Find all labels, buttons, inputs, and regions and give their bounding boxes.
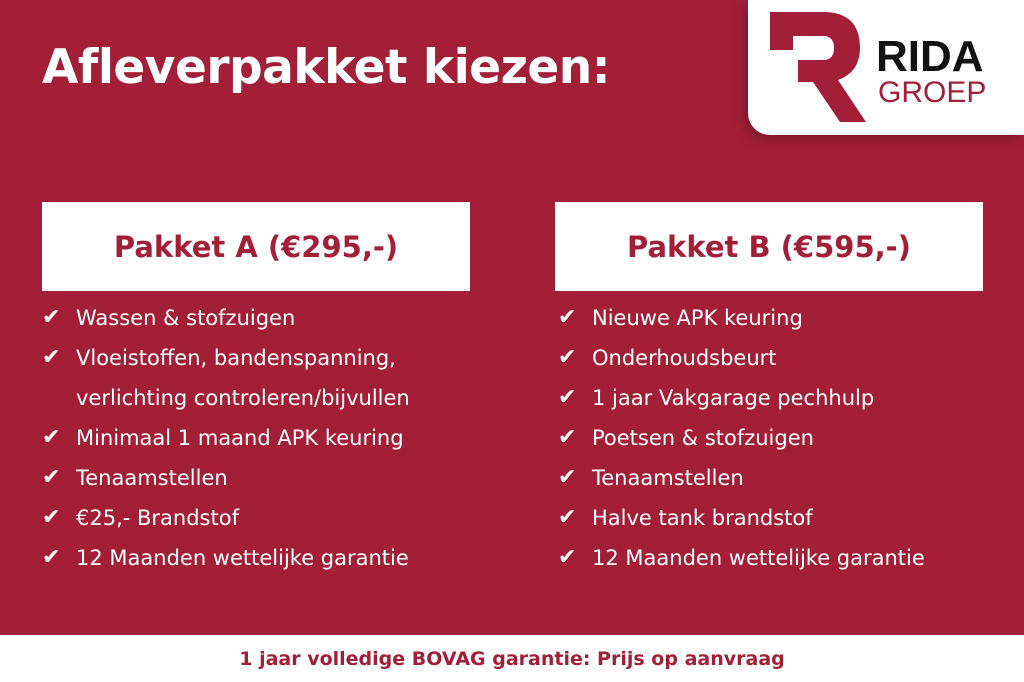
list-item: ✔ 12 Maanden wettelijke garantie [558,538,998,578]
checkmark-icon: ✔ [42,305,61,330]
package-a-header: Pakket A (€295,-) [42,202,470,291]
list-item: ✔ Onderhoudsbeurt [558,338,998,378]
package-b-list: ✔ Nieuwe APK keuring ✔ Onderhoudsbeurt ✔ 1 … [558,298,998,578]
checkmark-icon: ✔ [558,305,577,330]
list-item: ✔ Poetsen & stofzuigen [558,418,998,458]
package-a-list: ✔ Wassen & stofzuigen ✔ Vloeistoffen, band… [42,298,482,578]
checkmark-icon: ✔ [558,505,577,530]
checkmark-icon: ✔ [558,425,577,450]
checkmark-icon: ✔ [558,545,577,570]
list-item: ✔ €25,- Brandstof [42,498,482,538]
checkmark-icon: ✔ [42,545,61,570]
checkmark-icon: ✔ [558,465,577,490]
list-item: ✔ Vloeistoffen, bandenspanning, verlichti… [42,338,482,418]
checkmark-icon: ✔ [42,345,61,370]
checkmark-icon: ✔ [42,505,61,530]
list-item: ✔ Minimaal 1 maand APK keuring [42,418,482,458]
list-item: ✔ Nieuwe APK keuring [558,298,998,338]
list-item: ✔ 12 Maanden wettelijke garantie [42,538,482,578]
logo-subtext: GROEP [878,76,987,109]
footer-banner: 1 jaar volledige BOVAG garantie: Prijs o… [0,635,1024,682]
package-b-header: Pakket B (€595,-) [555,202,983,291]
checkmark-icon: ✔ [558,385,577,410]
page-title: Afleverpakket kiezen: [42,40,611,95]
checkmark-icon: ✔ [558,345,577,370]
list-item: ✔ Tenaamstellen [558,458,998,498]
list-item: ✔ 1 jaar Vakgarage pechhulp [558,378,998,418]
list-item: ✔ Wassen & stofzuigen [42,298,482,338]
logo-text: RIDA [876,32,984,81]
checkmark-icon: ✔ [42,425,61,450]
rida-groep-logo: RIDA GROEP [748,0,1024,135]
list-item: ✔ Tenaamstellen [42,458,482,498]
r-logo-icon [770,12,866,122]
list-item: ✔ Halve tank brandstof [558,498,998,538]
checkmark-icon: ✔ [42,465,61,490]
